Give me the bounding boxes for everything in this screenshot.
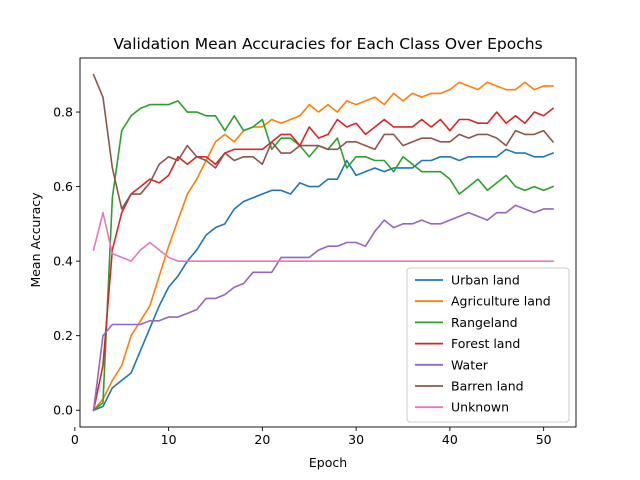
legend-entry-label: Water: [451, 357, 489, 372]
y-tick-label: 0.2: [53, 328, 73, 343]
series-layer: [92, 73, 555, 412]
x-tick-label: 30: [348, 432, 364, 447]
legend-entry-label: Agriculture land: [451, 294, 551, 309]
legend-entry-label: Rangeland: [451, 315, 518, 330]
legend-entry-label: Barren land: [451, 379, 524, 394]
series-line-water: [92, 204, 554, 412]
x-tick-label: 10: [161, 432, 177, 447]
series-line-unknown: [92, 211, 554, 262]
series-line-agriculture-land: [92, 81, 554, 412]
x-axis-label: Epoch: [309, 455, 347, 470]
x-tick-label: 0: [71, 432, 79, 447]
x-tick-label: 20: [254, 432, 270, 447]
x-tick-label: 40: [442, 432, 458, 447]
axes-layer: 0 10 20 30 40 50 0.0 0.2 0.4 0.6 0.8: [53, 57, 577, 447]
y-tick-label: 0.6: [53, 179, 73, 194]
legend-box: [406, 267, 570, 423]
y-axis-label: Mean Accuracy: [28, 192, 43, 288]
chart-title: Validation Mean Accuracies for Each Clas…: [113, 35, 542, 53]
legend-entry-label: Urban land: [451, 273, 520, 288]
legend-entry-label: Unknown: [451, 400, 509, 415]
y-tick-label: 0.0: [53, 403, 73, 418]
series-line-urban-land: [92, 148, 555, 412]
legend: Urban land Agriculture land Rangeland Fores…: [406, 267, 570, 423]
y-tick-label: 0.8: [53, 105, 73, 120]
plot-frame: [79, 57, 577, 428]
series-line-forest-land: [92, 107, 555, 412]
series-line-barren-land: [92, 73, 555, 210]
y-tick-label: 0.4: [53, 254, 73, 269]
x-tick-label: 50: [536, 432, 552, 447]
legend-entry-label: Forest land: [451, 336, 520, 351]
